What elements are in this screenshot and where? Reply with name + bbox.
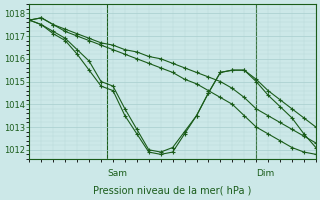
X-axis label: Pression niveau de la mer( hPa ): Pression niveau de la mer( hPa ) <box>93 186 252 196</box>
Text: Sam: Sam <box>107 169 127 178</box>
Text: Dim: Dim <box>256 169 275 178</box>
